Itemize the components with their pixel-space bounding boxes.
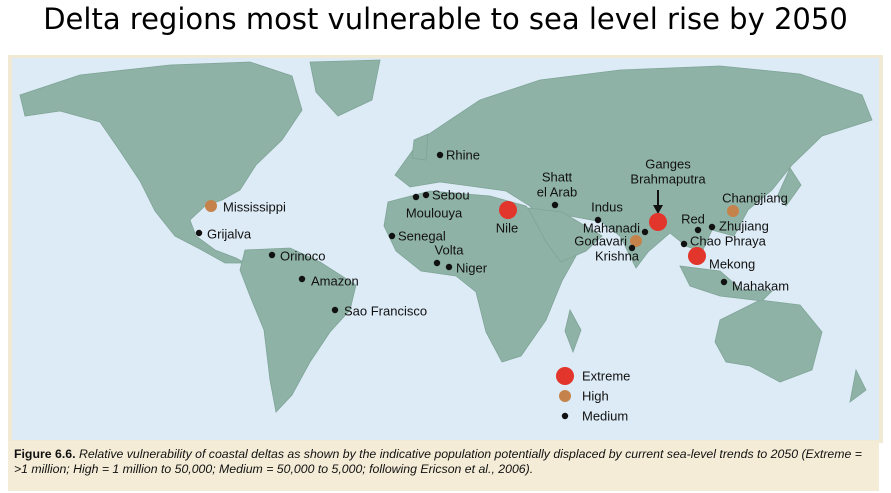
delta-label: Krishna	[595, 248, 640, 263]
delta-label: Red	[681, 211, 705, 226]
delta-marker	[445, 263, 453, 271]
legend-marker	[559, 390, 571, 402]
delta-label: Changjiang	[722, 190, 788, 205]
delta-label: Sebou	[432, 187, 470, 202]
delta-label: Rhine	[446, 147, 480, 162]
delta-label: Senegal	[398, 228, 446, 243]
delta-label: Grijalva	[207, 226, 252, 241]
delta-label: Orinoco	[280, 248, 326, 263]
delta-marker	[205, 200, 217, 212]
caption-text: Relative vulnerability of coastal deltas…	[14, 447, 862, 476]
delta-marker	[422, 191, 430, 199]
delta-marker	[688, 247, 706, 265]
delta-label: Ganges	[645, 156, 691, 171]
legend-label: Medium	[582, 408, 628, 423]
arrow-head	[653, 205, 663, 214]
delta-marker	[727, 205, 739, 217]
delta-label: Brahmaputra	[630, 171, 706, 186]
land	[19, 59, 873, 413]
delta-label: Moulouya	[406, 205, 463, 220]
delta-marker	[551, 201, 559, 209]
delta-label: Chao Phraya	[690, 233, 767, 248]
delta-label: Mahakam	[732, 278, 789, 293]
delta-marker	[708, 223, 716, 231]
legend-marker	[556, 367, 574, 385]
delta-marker	[195, 229, 203, 237]
delta-marker	[436, 151, 444, 159]
delta-label: Volta	[435, 242, 465, 257]
delta-label: Mekong	[709, 256, 755, 271]
caption: Figure 6.6. Relative vulnerability of co…	[8, 441, 879, 491]
delta-marker	[388, 232, 396, 240]
delta-marker	[720, 278, 728, 286]
delta-label: Mahanadi	[583, 220, 640, 235]
delta-marker	[298, 275, 306, 283]
delta-label: Godavari	[574, 233, 627, 248]
delta-marker	[630, 235, 642, 247]
delta-marker	[433, 259, 441, 267]
delta-marker	[331, 306, 339, 314]
legend-label: Extreme	[582, 368, 630, 383]
delta-marker	[412, 193, 420, 201]
delta-label: Mississippi	[223, 199, 286, 214]
title: Delta regions most vulnerable to sea lev…	[43, 2, 848, 36]
delta-marker	[694, 226, 702, 234]
delta-label: Niger	[456, 260, 488, 275]
delta-marker	[499, 201, 517, 219]
legend-marker	[561, 412, 569, 420]
caption-label: Figure 6.6.	[14, 447, 76, 461]
delta-label: Nile	[496, 220, 518, 235]
legend-label: High	[582, 388, 609, 403]
delta-label: el Arab	[537, 184, 577, 199]
delta-marker	[641, 228, 649, 236]
delta-marker	[649, 213, 667, 231]
delta-label: Zhujiang	[719, 218, 769, 233]
delta-marker	[594, 216, 602, 224]
delta-marker	[268, 251, 276, 259]
delta-marker	[680, 240, 688, 248]
delta-label: Shatt	[542, 169, 573, 184]
delta-label: Indus	[591, 199, 623, 214]
delta-marker	[628, 244, 636, 252]
delta-label: Sao Francisco	[344, 303, 427, 318]
delta-label: Amazon	[311, 273, 359, 288]
